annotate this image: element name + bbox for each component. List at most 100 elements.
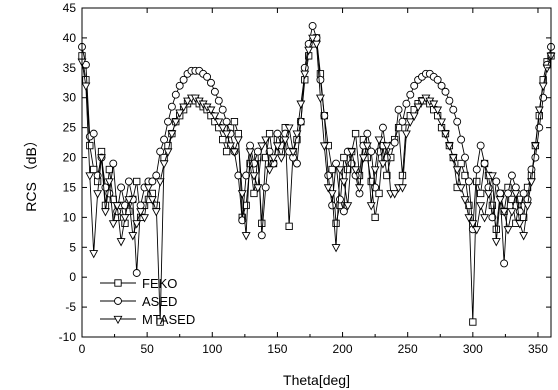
data-point-ased — [457, 135, 466, 144]
data-point-mtased — [128, 232, 138, 241]
data-point-ased — [132, 269, 141, 277]
legend-marker — [114, 297, 122, 305]
data-point-mtased — [519, 232, 529, 241]
data-point-mtased — [276, 154, 286, 163]
data-point-ased — [179, 75, 188, 84]
data-point-feko — [344, 165, 352, 174]
data-point-ased — [441, 87, 450, 96]
x-tick-label: 350 — [528, 342, 548, 356]
data-point-ased — [109, 159, 118, 168]
legend-marker — [113, 315, 123, 325]
data-point-ased — [480, 159, 489, 168]
data-point-ased — [476, 141, 485, 150]
data-point-ased — [328, 201, 337, 210]
data-point-ased — [207, 78, 215, 87]
data-point-feko — [250, 189, 258, 198]
legend-label: ASED — [142, 294, 177, 309]
data-point-feko — [351, 129, 360, 138]
y-tick-label: 5 — [69, 240, 76, 254]
data-point-mtased — [433, 106, 443, 115]
data-point-ased — [523, 195, 532, 204]
data-point-feko — [86, 141, 94, 150]
data-point-ased — [214, 96, 223, 105]
data-point-feko — [82, 76, 90, 84]
data-point-mtased — [484, 190, 493, 199]
data-point-mtased — [226, 142, 235, 151]
data-point-mtased — [523, 202, 533, 211]
data-point-mtased — [476, 202, 486, 211]
data-point-mtased — [437, 118, 447, 127]
y-tick-label: 10 — [63, 210, 77, 224]
data-point-mtased — [507, 208, 517, 217]
data-point-mtased — [499, 208, 509, 217]
data-point-ased — [167, 102, 176, 111]
data-point-mtased — [456, 184, 466, 193]
data-point-ased — [218, 105, 227, 114]
data-point-mtased — [511, 190, 521, 199]
data-point-ased — [257, 231, 266, 240]
data-point-mtased — [214, 118, 224, 127]
data-point-ased — [308, 21, 317, 30]
data-point-feko — [477, 189, 485, 198]
data-point-mtased — [390, 190, 400, 199]
data-point-mtased — [288, 148, 298, 157]
data-point-ased — [300, 63, 309, 72]
data-point-ased — [339, 207, 348, 216]
data-point-mtased — [272, 142, 282, 151]
data-point-mtased — [530, 142, 540, 151]
data-point-ased — [449, 105, 458, 114]
data-point-feko — [473, 177, 481, 186]
data-point-mtased — [417, 97, 427, 106]
data-point-mtased — [140, 214, 149, 223]
data-point-ased — [121, 201, 129, 210]
data-point-ased — [390, 138, 399, 147]
data-point-mtased — [249, 172, 259, 181]
y-axis-title: RCS （dB） — [23, 133, 39, 212]
data-point-ased — [472, 165, 481, 174]
data-point-mtased — [280, 136, 290, 145]
data-point-mtased — [257, 142, 267, 151]
data-point-mtased — [401, 130, 411, 139]
data-point-mtased — [108, 220, 118, 229]
data-point-ased — [253, 147, 262, 156]
data-point-mtased — [151, 208, 161, 217]
data-point-mtased — [104, 178, 114, 187]
data-point-ased — [394, 105, 403, 114]
data-point-mtased — [159, 160, 169, 169]
data-point-mtased — [116, 238, 126, 247]
data-point-feko — [222, 147, 231, 156]
data-point-mtased — [515, 220, 525, 229]
data-point-mtased — [378, 160, 388, 169]
legend-label: FEKO — [142, 276, 177, 291]
data-point-feko — [383, 171, 391, 180]
data-point-mtased — [503, 226, 513, 235]
data-point-feko — [332, 219, 340, 227]
data-point-mtased — [210, 112, 220, 121]
y-tick-label: 35 — [63, 61, 77, 75]
data-point-feko — [508, 195, 516, 204]
y-tick-label: 20 — [63, 151, 77, 165]
x-tick-label: 250 — [398, 342, 418, 356]
data-point-feko — [156, 318, 164, 326]
data-point-ased — [511, 183, 520, 192]
data-point-mtased — [124, 196, 134, 205]
data-point-ased — [406, 90, 415, 99]
data-point-mtased — [538, 82, 548, 91]
data-point-mtased — [323, 184, 333, 193]
data-point-mtased — [132, 220, 142, 229]
y-tick-label: -5 — [65, 300, 76, 314]
data-point-mtased — [229, 148, 239, 157]
data-point-mtased — [487, 172, 497, 181]
data-point-mtased — [355, 184, 364, 193]
data-point-mtased — [143, 184, 153, 193]
data-point-ased — [164, 117, 172, 126]
data-point-ased — [410, 81, 419, 90]
y-tick-label: 40 — [63, 31, 77, 45]
data-point-mtased — [448, 154, 458, 163]
x-tick-label: 200 — [333, 342, 353, 356]
data-point-mtased — [452, 166, 462, 175]
data-point-mtased — [315, 94, 325, 103]
data-point-mtased — [534, 106, 544, 115]
data-point-mtased — [405, 118, 415, 127]
